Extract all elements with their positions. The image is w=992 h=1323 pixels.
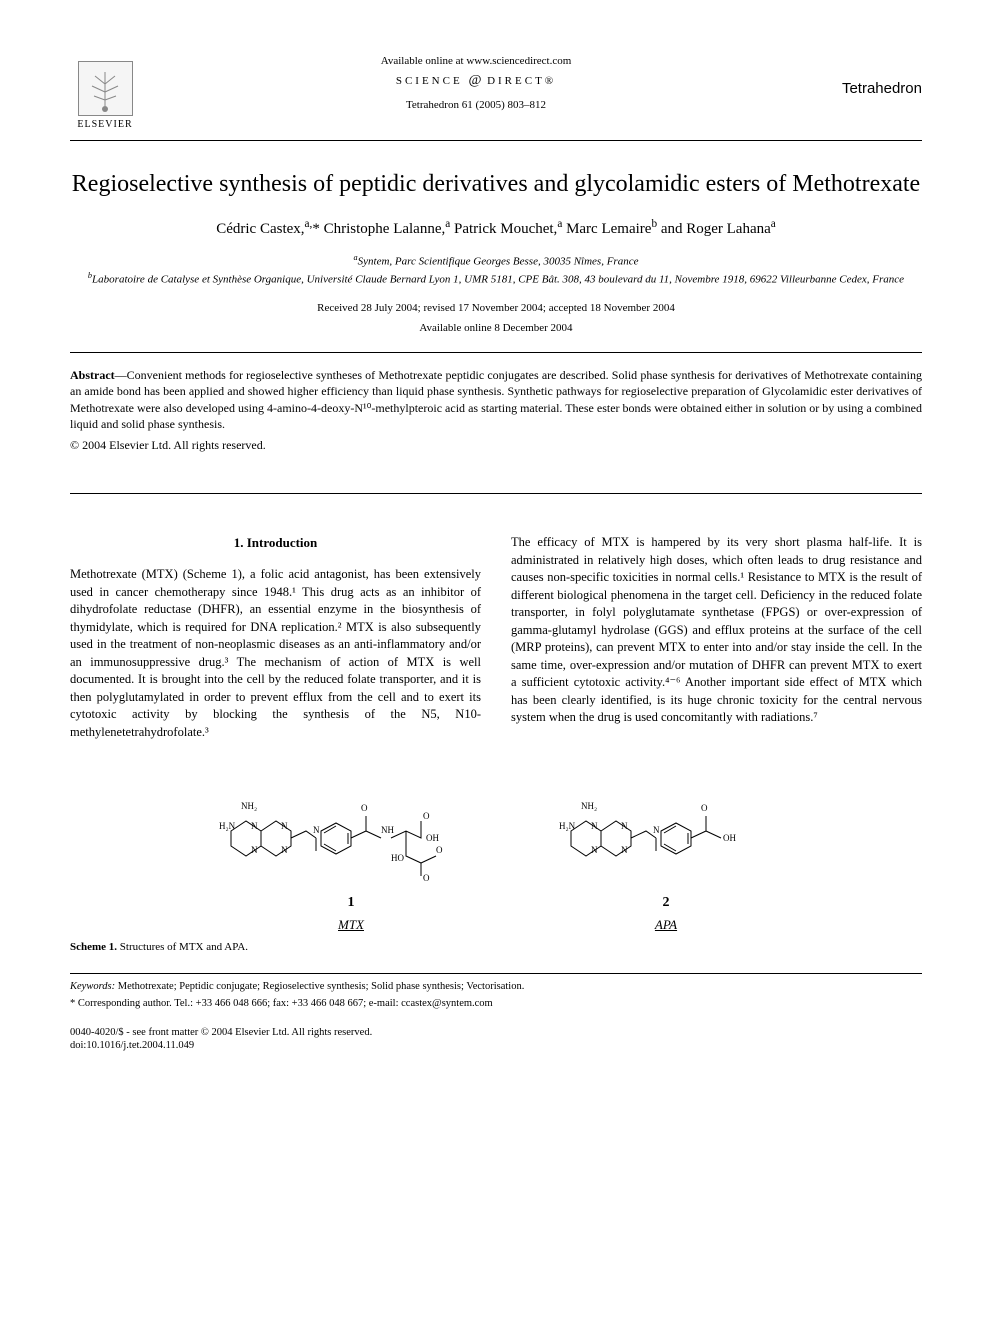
svg-text:O: O xyxy=(436,845,443,855)
compound-1-block: H₂N NH₂ N N N N N O N xyxy=(211,761,491,933)
sd-at-icon: @ xyxy=(468,73,481,88)
column-right: The efficacy of MTX is hampered by its v… xyxy=(511,534,922,741)
svg-text:H₂N: H₂N xyxy=(559,821,576,831)
svg-text:H₂N: H₂N xyxy=(219,821,236,831)
intro-para-1: Methotrexate (MTX) (Scheme 1), a folic a… xyxy=(70,566,481,741)
online-date: Available online 8 December 2004 xyxy=(70,322,922,334)
compound-1-label: MTX xyxy=(338,917,364,933)
received-dates: Received 28 July 2004; revised 17 Novemb… xyxy=(70,302,922,314)
scheme-caption-text: Structures of MTX and APA. xyxy=(117,941,248,953)
journal-reference: Tetrahedron 61 (2005) 803–812 xyxy=(140,99,812,111)
sciencedirect-logo: SCIENCE @ DIRECT® xyxy=(140,73,812,89)
svg-text:HO: HO xyxy=(391,853,404,863)
svg-text:OH: OH xyxy=(723,833,736,843)
copyright-line-1: 0040-4020/$ - see front matter © 2004 El… xyxy=(70,1026,922,1040)
keywords-label: Keywords: xyxy=(70,981,115,992)
mtx-structure-icon: H₂N NH₂ N N N N N O N xyxy=(211,761,491,891)
svg-text:N: N xyxy=(251,821,258,831)
center-header: Available online at www.sciencedirect.co… xyxy=(140,50,812,111)
elsevier-text: ELSEVIER xyxy=(77,119,132,130)
journal-name: Tetrahedron xyxy=(812,80,922,97)
scheme-1-caption: Scheme 1. Structures of MTX and APA. xyxy=(70,941,922,953)
compound-2-number: 2 xyxy=(663,895,670,911)
abstract-copyright: © 2004 Elsevier Ltd. All rights reserved… xyxy=(70,438,922,453)
scheme-1-figure: H₂N NH₂ N N N N N O N xyxy=(70,761,922,953)
svg-text:OH: OH xyxy=(426,833,439,843)
journal-name-box: Tetrahedron xyxy=(812,50,922,97)
intro-para-2: The efficacy of MTX is hampered by its v… xyxy=(511,534,922,727)
available-online-text: Available online at www.sciencedirect.co… xyxy=(140,55,812,67)
svg-text:N: N xyxy=(313,825,320,835)
svg-text:N: N xyxy=(281,821,288,831)
affiliation-b: bLaboratoire de Catalyse et Synthèse Org… xyxy=(70,270,922,288)
svg-text:O: O xyxy=(361,803,368,813)
svg-text:N: N xyxy=(621,845,628,855)
compound-2-label: APA xyxy=(655,917,677,933)
section-heading-intro: 1. Introduction xyxy=(70,534,481,552)
page-header: ELSEVIER Available online at www.science… xyxy=(70,50,922,130)
abstract-rule-top xyxy=(70,352,922,353)
affiliation-a-text: Syntem, Parc Scientifique Georges Besse,… xyxy=(358,256,639,268)
abstract-label: Abstract xyxy=(70,368,115,382)
svg-text:N: N xyxy=(591,845,598,855)
sd-suffix: DIRECT® xyxy=(487,75,556,87)
body-columns: 1. Introduction Methotrexate (MTX) (Sche… xyxy=(70,534,922,741)
svg-text:O: O xyxy=(423,873,430,883)
svg-text:N: N xyxy=(251,845,258,855)
header-rule xyxy=(70,140,922,141)
keywords-line: Keywords: Methotrexate; Peptidic conjuga… xyxy=(70,980,922,995)
chem-structures-row: H₂N NH₂ N N N N N O N xyxy=(70,761,922,933)
article-title: Regioselective synthesis of peptidic der… xyxy=(70,169,922,200)
abstract-rule-bottom xyxy=(70,493,922,494)
svg-text:N: N xyxy=(653,825,660,835)
abstract-block: Abstract—Convenient methods for regiosel… xyxy=(70,367,922,432)
elsevier-logo: ELSEVIER xyxy=(70,50,140,130)
page-footer: Keywords: Methotrexate; Peptidic conjuga… xyxy=(70,973,922,1053)
elsevier-tree-icon xyxy=(78,61,133,116)
svg-text:O: O xyxy=(701,803,708,813)
svg-text:N: N xyxy=(621,821,628,831)
affiliations: aSyntem, Parc Scientifique Georges Besse… xyxy=(70,252,922,288)
svg-text:N: N xyxy=(591,821,598,831)
column-left: 1. Introduction Methotrexate (MTX) (Sche… xyxy=(70,534,481,741)
copyright-line-2: doi:10.1016/j.tet.2004.11.049 xyxy=(70,1039,922,1053)
compound-2-block: H₂N NH₂ N N N N N O OH 2 A xyxy=(551,761,781,933)
svg-text:NH: NH xyxy=(381,825,394,835)
svg-text:N: N xyxy=(281,845,288,855)
keywords-text: Methotrexate; Peptidic conjugate; Regios… xyxy=(115,981,524,992)
authors-line: Cédric Castex,a,* Christophe Lalanne,a P… xyxy=(70,218,922,238)
sd-prefix: SCIENCE xyxy=(396,75,463,87)
svg-text:NH₂: NH₂ xyxy=(241,801,257,811)
scheme-caption-label: Scheme 1. xyxy=(70,941,117,953)
compound-1-number: 1 xyxy=(348,895,355,911)
affiliation-b-text: Laboratoire de Catalyse et Synthèse Orga… xyxy=(92,274,904,286)
svg-text:NH₂: NH₂ xyxy=(581,801,597,811)
abstract-text: —Convenient methods for regioselective s… xyxy=(70,368,922,431)
apa-structure-icon: H₂N NH₂ N N N N N O OH xyxy=(551,761,781,891)
svg-text:O: O xyxy=(423,811,430,821)
affiliation-a: aSyntem, Parc Scientifique Georges Besse… xyxy=(70,252,922,270)
copyright-block: 0040-4020/$ - see front matter © 2004 El… xyxy=(70,1026,922,1053)
corresponding-author: * Corresponding author. Tel.: +33 466 04… xyxy=(70,997,922,1012)
